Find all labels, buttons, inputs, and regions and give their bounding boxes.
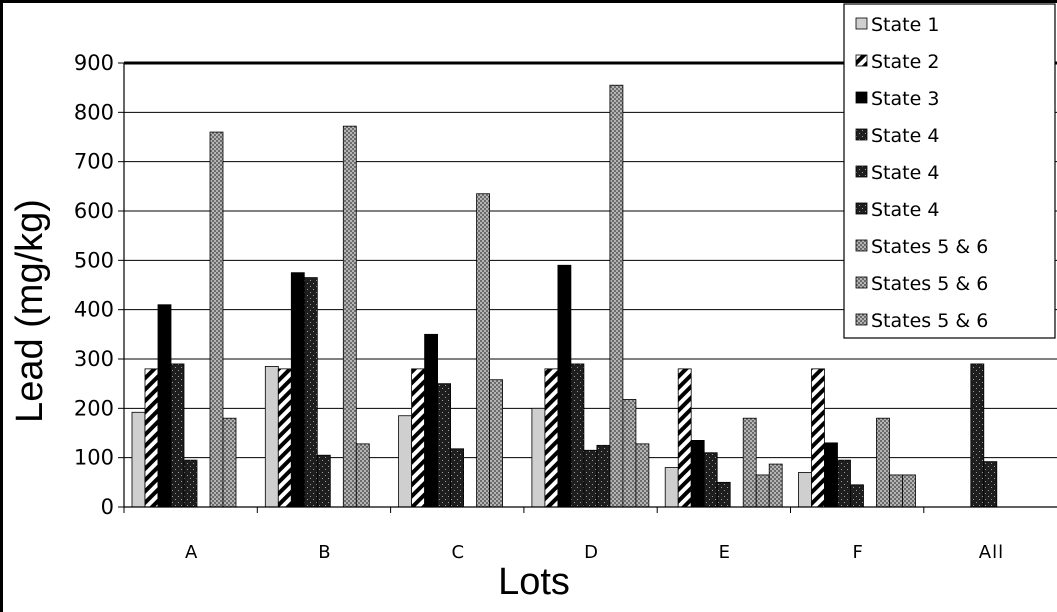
bar-A-s5 [183, 459, 198, 508]
bar-B-s5 [316, 454, 331, 508]
bar-All-s5 [983, 461, 998, 508]
legend-swatch-6 [855, 202, 868, 215]
bar-C-s2 [411, 368, 426, 508]
bar-A-s3 [157, 304, 172, 508]
legend-swatch-2 [855, 54, 868, 67]
legend-label-5: State 4 [871, 162, 939, 184]
axes-layer [118, 62, 1057, 513]
bar-A-s8 [222, 417, 237, 508]
bar-D-s2 [544, 368, 559, 508]
bar-All-s4 [970, 363, 985, 508]
legend-swatch-3 [855, 91, 868, 104]
bar-F-s2 [811, 368, 825, 508]
legend-swatch-8 [855, 276, 868, 289]
bar-D-s5 [583, 449, 598, 508]
y-axis-title: Lead (mg/kg) [9, 199, 51, 423]
legend-label-6: State 4 [871, 199, 939, 221]
x-tick-label-All: All [979, 542, 1004, 563]
legend-swatch-5 [855, 165, 868, 178]
y-tick-label-400: 400 [74, 298, 114, 322]
bar-B-s4 [303, 277, 318, 508]
bar-A-s1 [131, 411, 146, 508]
legend-label-4: State 4 [871, 125, 939, 147]
legend-swatch-7 [855, 239, 868, 252]
bar-D-s7 [609, 84, 624, 508]
legend: State 1 State 2 State 3 State 4 State 4 State… [843, 3, 1056, 339]
bar-E-s3 [690, 439, 705, 508]
bar-C-s5 [450, 448, 465, 508]
x-tick-label-B: B [318, 542, 331, 563]
bars-layer [131, 84, 998, 508]
x-tick-labels: A B C D E F All [185, 542, 1004, 563]
bar-B-s2 [277, 368, 292, 508]
bar-B-s1 [264, 365, 279, 508]
bar-B-s3 [290, 272, 305, 508]
y-tick-label-0: 0 [101, 495, 114, 519]
bar-A-s4 [170, 363, 185, 508]
bar-F-s5 [850, 484, 864, 508]
bar-D-s4 [570, 363, 585, 508]
bar-F-s8 [889, 474, 903, 508]
y-tick-label-300: 300 [74, 347, 114, 371]
bar-D-s6 [596, 444, 611, 508]
bar-F-s4 [837, 459, 851, 508]
bar-E-s7 [742, 417, 757, 508]
x-tick-label-D: D [584, 542, 599, 563]
y-tick-label-700: 700 [74, 150, 114, 174]
bar-C-s8 [489, 379, 504, 508]
bar-D-s1 [531, 407, 546, 508]
bar-E-s2 [677, 368, 692, 508]
y-tick-label-100: 100 [74, 446, 114, 470]
bar-E-s8 [755, 474, 770, 508]
x-tick-label-A: A [185, 542, 198, 563]
bar-B-s8 [355, 443, 370, 508]
y-tick-label-200: 200 [74, 396, 114, 420]
bar-E-s9 [768, 463, 783, 508]
bar-B-s7 [342, 125, 357, 508]
legend-label-1: State 1 [871, 14, 939, 36]
bar-F-s7 [876, 417, 890, 508]
bar-A-s7 [209, 131, 224, 508]
y-tick-labels: 0 100 200 300 400 500 600 700 800 900 [74, 51, 114, 519]
bar-E-s1 [664, 467, 679, 508]
legend-label-9: States 5 & 6 [871, 310, 988, 332]
bar-C-s1 [398, 415, 413, 508]
x-tick-label-C: C [451, 542, 465, 563]
x-tick-label-F: F [852, 542, 863, 563]
legend-label-2: State 2 [871, 51, 939, 73]
legend-swatch-1 [855, 17, 868, 30]
y-tick-label-500: 500 [74, 248, 114, 272]
legend-box [843, 3, 1056, 339]
y-tick-label-600: 600 [74, 199, 114, 223]
y-tick-label-900: 900 [74, 51, 114, 75]
bar-C-s3 [424, 333, 439, 508]
x-tick-label-E: E [719, 542, 731, 563]
bar-E-s5 [716, 481, 731, 508]
bar-D-s3 [557, 264, 572, 508]
bar-C-s7 [476, 193, 491, 508]
x-axis-title: Lots [498, 561, 570, 603]
bar-D-s9 [635, 443, 650, 508]
legend-label-7: States 5 & 6 [871, 236, 988, 258]
bar-F-s9 [902, 474, 916, 508]
bar-A-s2 [144, 368, 159, 508]
legend-swatch-4 [855, 128, 868, 141]
y-tick-label-800: 800 [74, 100, 114, 124]
bar-E-s4 [703, 452, 718, 508]
bar-F-s1 [798, 472, 812, 508]
bar-C-s4 [437, 383, 452, 508]
legend-label-3: State 3 [871, 88, 939, 110]
bar-D-s8 [622, 399, 637, 508]
bar-F-s3 [824, 442, 838, 508]
legend-label-8: States 5 & 6 [871, 273, 988, 295]
legend-swatch-9 [855, 313, 868, 326]
